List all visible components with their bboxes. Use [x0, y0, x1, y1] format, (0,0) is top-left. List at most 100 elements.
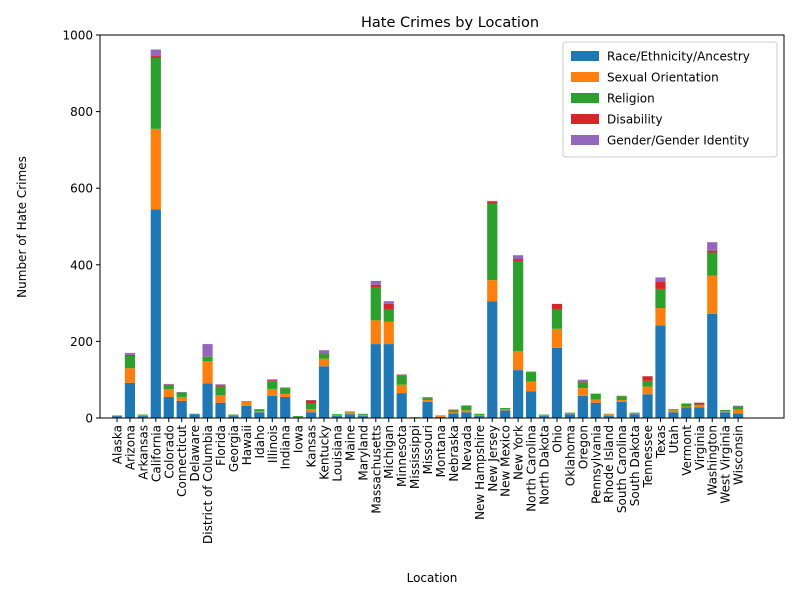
bar-segment [241, 405, 252, 418]
bar-segment [293, 416, 304, 418]
bar-segment [733, 405, 744, 407]
bar-segment [383, 309, 394, 322]
bar-segment [448, 413, 459, 418]
bar-segment [474, 416, 485, 418]
x-tick-label: Pennsylvania [589, 425, 603, 504]
bar-segment [655, 325, 666, 418]
bar-segment [551, 309, 563, 329]
bar-segment [590, 393, 601, 400]
x-tick-label: Vermont [680, 425, 694, 476]
x-tick-label: Utah [667, 425, 681, 453]
bar-segment [577, 381, 588, 383]
bar-segment [267, 395, 278, 418]
bar-segment [513, 255, 524, 260]
bar-segment [176, 392, 187, 397]
bar-segment [629, 412, 640, 414]
x-tick-label: Tennessee [641, 425, 655, 489]
bars-group [111, 49, 744, 419]
bar-segment [513, 350, 524, 371]
bar-segment [331, 414, 343, 417]
bar-segment [668, 410, 679, 413]
bar-segment [150, 209, 161, 418]
x-tick-label: South Dakota [628, 425, 642, 506]
x-tick-label: New Mexico [499, 425, 513, 497]
x-tick-label: Colorado [162, 425, 176, 479]
bar-segment [422, 400, 433, 402]
x-tick-label: Iowa [292, 425, 306, 453]
bar-segment [720, 411, 731, 413]
bar-segment [137, 414, 148, 416]
legend-label: Gender/Gender Identity [607, 134, 749, 148]
x-tick-label: Maryland [356, 425, 370, 481]
bar-segment [124, 352, 136, 355]
bar-segment [280, 388, 291, 394]
x-tick-label: Illinois [266, 425, 280, 463]
bar-segment [720, 409, 731, 412]
bar-segment [137, 416, 148, 418]
bar-segment [396, 375, 407, 385]
bar-segment [461, 412, 472, 418]
bar-segment [448, 409, 459, 411]
bar-segment [681, 403, 692, 407]
bar-segment [422, 398, 433, 400]
bar-segment [370, 287, 381, 321]
bar-segment [474, 414, 485, 417]
x-tick-label: New Jersey [486, 425, 500, 492]
bar-segment [668, 412, 679, 418]
bar-segment [487, 201, 498, 204]
bar-segment [681, 406, 692, 408]
bar-segment [215, 402, 226, 418]
bar-segment [642, 380, 653, 387]
bar-segment [163, 383, 174, 385]
bar-segment [267, 388, 278, 396]
bar-segment [254, 409, 265, 412]
bar-segment [616, 401, 627, 418]
bar-segment [564, 412, 575, 414]
bar-segment [331, 414, 343, 415]
x-tick-label: Wisconsin [732, 425, 746, 485]
bar-segment [694, 402, 705, 405]
bar-segment [163, 396, 174, 418]
bar-segment [202, 361, 213, 384]
bar-segment [694, 407, 705, 418]
x-tick-label: New Hampshire [473, 425, 487, 520]
bar-segment [577, 382, 588, 389]
bar-segment [642, 386, 653, 395]
legend-swatch [571, 93, 599, 103]
bar-segment [150, 49, 161, 57]
bar-segment [422, 401, 433, 418]
legend-label: Sexual Orientation [607, 71, 719, 85]
x-tick-label: North Carolina [525, 425, 539, 512]
bar-segment [603, 414, 614, 417]
bar-segment [720, 412, 731, 418]
bar-segment [707, 275, 718, 314]
x-tick-label: Kansas [305, 425, 319, 467]
x-tick-label: Oregon [576, 425, 590, 469]
bar-segment [733, 413, 744, 418]
x-tick-label: Minnesota [395, 425, 409, 487]
bar-segment [422, 397, 433, 399]
y-axis-label: Number of Hate Crimes [15, 156, 29, 298]
x-tick-label: Michigan [382, 425, 396, 479]
bar-segment [707, 252, 718, 276]
legend-swatch [571, 135, 599, 145]
y-tick-label: 400 [70, 258, 93, 272]
y-tick-label: 1000 [62, 29, 93, 43]
bar-segment [318, 353, 330, 355]
bar-segment [215, 385, 226, 387]
x-tick-label: Virginia [693, 425, 707, 470]
bar-segment [396, 393, 407, 418]
bar-segment [124, 355, 136, 369]
bar-segment [280, 396, 291, 418]
legend-swatch [571, 72, 599, 82]
x-tick-label: Nebraska [447, 425, 461, 482]
bar-segment [137, 415, 148, 417]
x-tick-label: Ohio [550, 425, 564, 453]
legend-swatch [571, 51, 599, 61]
bar-segment [629, 414, 640, 418]
bar-segment [513, 370, 524, 419]
x-tick-label: Delaware [188, 425, 202, 482]
bar-segment [267, 380, 278, 382]
bar-segment [525, 391, 537, 418]
x-tick-label: Missouri [421, 425, 435, 474]
